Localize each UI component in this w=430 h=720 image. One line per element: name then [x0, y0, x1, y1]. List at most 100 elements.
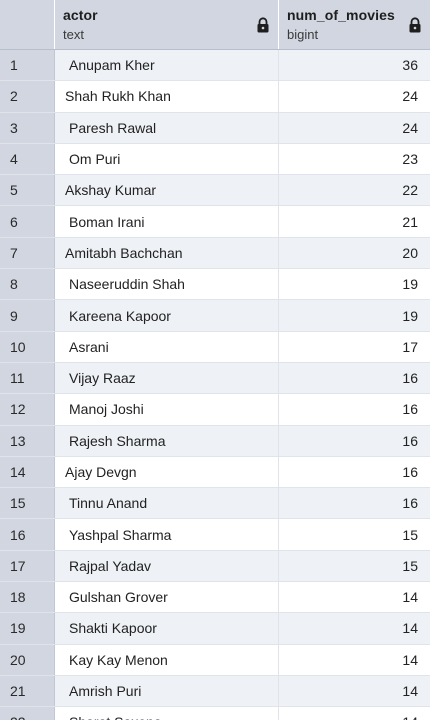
row-number: 15 — [0, 488, 55, 519]
cell-actor[interactable]: Asrani — [55, 331, 279, 362]
table-row[interactable]: 8 Naseeruddin Shah 19 — [0, 269, 430, 301]
row-number: 2 — [0, 81, 55, 112]
table-row[interactable]: 11 Vijay Raaz 16 — [0, 362, 430, 395]
table-row[interactable]: 3 Paresh Rawal 24 — [0, 112, 430, 144]
cell-num-of-movies[interactable]: 16 — [279, 362, 430, 394]
table-row[interactable]: 19 Shakti Kapoor 14 — [0, 613, 430, 645]
row-number: 22 — [0, 707, 55, 720]
table-row[interactable]: 5 Akshay Kumar 22 — [0, 175, 430, 207]
cell-actor[interactable]: Ajay Devgn — [55, 456, 279, 488]
row-number: 21 — [0, 675, 55, 707]
row-number: 19 — [0, 613, 55, 644]
lock-icon — [409, 17, 421, 33]
cell-actor[interactable]: Tinnu Anand — [55, 488, 279, 519]
cell-num-of-movies[interactable]: 16 — [279, 425, 430, 456]
row-number-header — [0, 0, 55, 49]
cell-actor[interactable]: Yashpal Sharma — [55, 519, 279, 550]
column-name: actor — [63, 7, 98, 23]
grid-header: actor text num_of_movies bigint — [0, 0, 430, 50]
row-number: 11 — [0, 362, 55, 394]
cell-actor[interactable]: Manoj Joshi — [55, 394, 279, 425]
cell-actor[interactable]: Paresh Rawal — [55, 112, 279, 143]
cell-num-of-movies[interactable]: 36 — [279, 50, 430, 81]
cell-num-of-movies[interactable]: 20 — [279, 237, 430, 269]
cell-actor[interactable]: Shakti Kapoor — [55, 613, 279, 644]
table-row[interactable]: 4 Om Puri 23 — [0, 143, 430, 176]
cell-actor[interactable]: Sharat Saxena — [55, 707, 279, 720]
table-row[interactable]: 18 Gulshan Grover 14 — [0, 582, 430, 614]
row-number: 1 — [0, 50, 55, 81]
row-number: 16 — [0, 519, 55, 550]
row-number: 10 — [0, 331, 55, 362]
table-row[interactable]: 22Sharat Saxena14 — [0, 707, 430, 720]
row-number: 4 — [0, 143, 55, 175]
cell-actor[interactable]: Amrish Puri — [55, 675, 279, 707]
table-row[interactable]: 16 Yashpal Sharma 15 — [0, 519, 430, 551]
row-number: 20 — [0, 644, 55, 675]
row-number: 9 — [0, 300, 55, 331]
cell-actor[interactable]: Akshay Kumar — [55, 175, 279, 206]
column-type: text — [63, 27, 84, 42]
cell-actor[interactable]: Rajpal Yadav — [55, 550, 279, 582]
table-row[interactable]: 15 Tinnu Anand 16 — [0, 488, 430, 520]
table-row[interactable]: 7 Amitabh Bachchan 20 — [0, 237, 430, 270]
cell-num-of-movies[interactable]: 14 — [279, 644, 430, 675]
cell-num-of-movies[interactable]: 14 — [279, 582, 430, 613]
row-number: 3 — [0, 112, 55, 143]
column-name: num_of_movies — [287, 7, 395, 23]
row-number: 6 — [0, 206, 55, 237]
table-row[interactable]: 13 Rajesh Sharma 16 — [0, 425, 430, 457]
row-number: 7 — [0, 237, 55, 269]
grid-body: 1 Anupam Kher 36 2 Shah Rukh Khan 24 3 Paresh… — [0, 50, 430, 720]
cell-num-of-movies[interactable]: 16 — [279, 394, 430, 425]
row-number: 12 — [0, 394, 55, 425]
cell-num-of-movies[interactable]: 16 — [279, 456, 430, 488]
table-row[interactable]: 14 Ajay Devgn 16 — [0, 456, 430, 489]
table-row[interactable]: 9 Kareena Kapoor 19 — [0, 300, 430, 332]
table-row[interactable]: 1 Anupam Kher 36 — [0, 50, 430, 82]
cell-num-of-movies[interactable]: 16 — [279, 488, 430, 519]
column-header-actor[interactable]: actor text — [55, 0, 279, 49]
row-number: 14 — [0, 456, 55, 488]
cell-actor[interactable]: Kareena Kapoor — [55, 300, 279, 331]
row-number: 8 — [0, 269, 55, 300]
cell-actor[interactable]: Kay Kay Menon — [55, 644, 279, 675]
row-number: 17 — [0, 550, 55, 582]
table-row[interactable]: 21 Amrish Puri 14 — [0, 675, 430, 708]
column-type: bigint — [287, 27, 319, 42]
cell-num-of-movies[interactable]: 21 — [279, 206, 430, 237]
cell-actor[interactable]: Gulshan Grover — [55, 582, 279, 613]
cell-num-of-movies[interactable]: 14 — [279, 613, 430, 644]
cell-actor[interactable]: Naseeruddin Shah — [55, 269, 279, 300]
cell-num-of-movies[interactable]: 22 — [279, 175, 430, 206]
cell-num-of-movies[interactable]: 19 — [279, 300, 430, 331]
cell-num-of-movies[interactable]: 24 — [279, 112, 430, 143]
table-row[interactable]: 10 Asrani 17 — [0, 331, 430, 363]
table-row[interactable]: 6 Boman Irani 21 — [0, 206, 430, 238]
row-number: 5 — [0, 175, 55, 206]
lock-icon — [257, 17, 269, 33]
cell-actor[interactable]: Om Puri — [55, 143, 279, 175]
cell-actor[interactable]: Rajesh Sharma — [55, 425, 279, 456]
cell-actor[interactable]: Vijay Raaz — [55, 362, 279, 394]
cell-actor[interactable]: Boman Irani — [55, 206, 279, 237]
cell-num-of-movies[interactable]: 23 — [279, 143, 430, 175]
table-row[interactable]: 20 Kay Kay Menon 14 — [0, 644, 430, 676]
cell-num-of-movies[interactable]: 15 — [279, 519, 430, 550]
cell-actor[interactable]: Shah Rukh Khan — [55, 81, 279, 112]
table-row[interactable]: 2 Shah Rukh Khan 24 — [0, 81, 430, 113]
cell-num-of-movies[interactable]: 24 — [279, 81, 430, 112]
column-header-num-of-movies[interactable]: num_of_movies bigint — [279, 0, 430, 49]
cell-num-of-movies[interactable]: 15 — [279, 550, 430, 582]
table-row[interactable]: 17 Rajpal Yadav 15 — [0, 550, 430, 583]
table-row[interactable]: 12 Manoj Joshi 16 — [0, 394, 430, 426]
row-number: 13 — [0, 425, 55, 456]
cell-num-of-movies[interactable]: 17 — [279, 331, 430, 362]
cell-actor[interactable]: Anupam Kher — [55, 50, 279, 81]
cell-num-of-movies[interactable]: 19 — [279, 269, 430, 300]
cell-num-of-movies[interactable]: 14 — [279, 675, 430, 707]
cell-actor[interactable]: Amitabh Bachchan — [55, 237, 279, 269]
row-number: 18 — [0, 582, 55, 613]
cell-num-of-movies[interactable]: 14 — [279, 707, 430, 720]
